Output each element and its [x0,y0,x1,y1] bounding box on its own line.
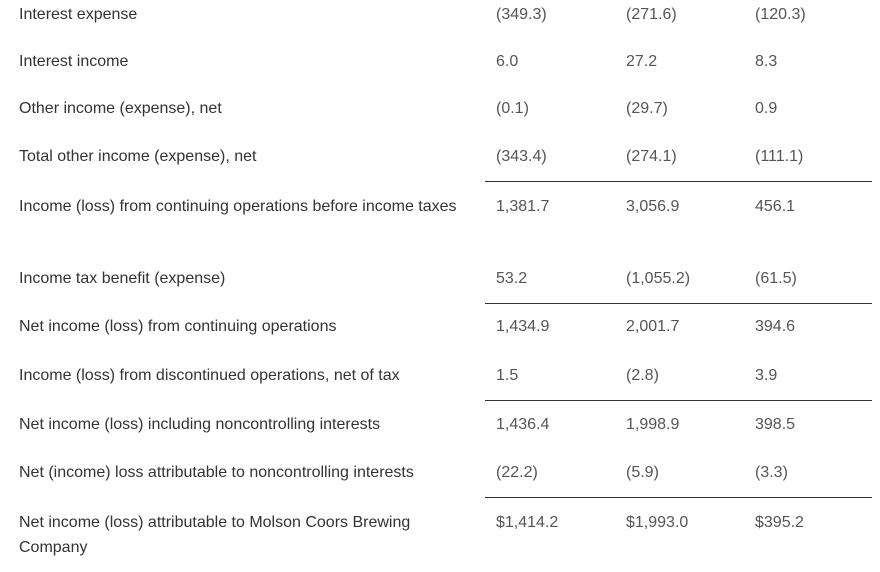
value-col-3: 3.9 [755,367,778,384]
row-label: Total other income (expense), net [19,148,257,165]
value-col-2: 2,001.7 [626,318,680,335]
value-col-3: $395.2 [755,514,804,531]
value-col-2: 1,998.9 [626,416,680,433]
value-col-1: (22.2) [496,464,538,481]
value-col-1: (349.3) [496,6,547,23]
row-label: Interest income [19,53,129,70]
value-col-2: (29.7) [626,100,668,117]
row-label: Net income (loss) including noncontrolli… [19,416,381,433]
value-col-2: (2.8) [626,367,659,384]
value-col-3: 8.3 [755,53,778,70]
row-label: Net (income) loss attributable to noncon… [19,464,414,481]
value-col-2: (274.1) [626,148,677,165]
value-col-3: 398.5 [755,416,796,433]
value-col-2: 3,056.9 [626,198,680,215]
value-col-2: (1,055.2) [626,270,691,287]
value-col-1: 1,381.7 [496,198,550,215]
subtotal-rule [485,303,872,304]
row-label: Income (loss) from continuing operations… [19,198,457,215]
value-col-1: 6.0 [496,53,519,70]
row-label: Income tax benefit (expense) [19,270,226,287]
subtotal-rule [485,400,872,401]
subtotal-rule [485,181,872,182]
value-col-3: (120.3) [755,6,806,23]
row-label: Other income (expense), net [19,100,222,117]
value-col-1: $1,414.2 [496,514,559,531]
value-col-3: (111.1) [755,148,804,165]
row-label: Interest expense [19,6,138,23]
value-col-3: 456.1 [755,198,796,215]
value-col-3: (61.5) [755,270,797,287]
value-col-2: 27.2 [626,53,658,70]
value-col-1: 1,434.9 [496,318,550,335]
value-col-3: (3.3) [755,464,788,481]
subtotal-rule [485,497,872,498]
value-col-2: (271.6) [626,6,677,23]
value-col-1: (0.1) [496,100,529,117]
value-col-1: 53.2 [496,270,528,287]
value-col-1: (343.4) [496,148,547,165]
value-col-2: (5.9) [626,464,659,481]
value-col-1: 1,436.4 [496,416,550,433]
value-col-1: 1.5 [496,367,519,384]
row-label: Net income (loss) attributable to Molson… [19,514,411,556]
value-col-3: 394.6 [755,318,796,335]
value-col-3: 0.9 [755,100,778,117]
row-label: Net income (loss) from continuing operat… [19,318,337,335]
row-label: Income (loss) from discontinued operatio… [19,367,400,384]
value-col-2: $1,993.0 [626,514,689,531]
